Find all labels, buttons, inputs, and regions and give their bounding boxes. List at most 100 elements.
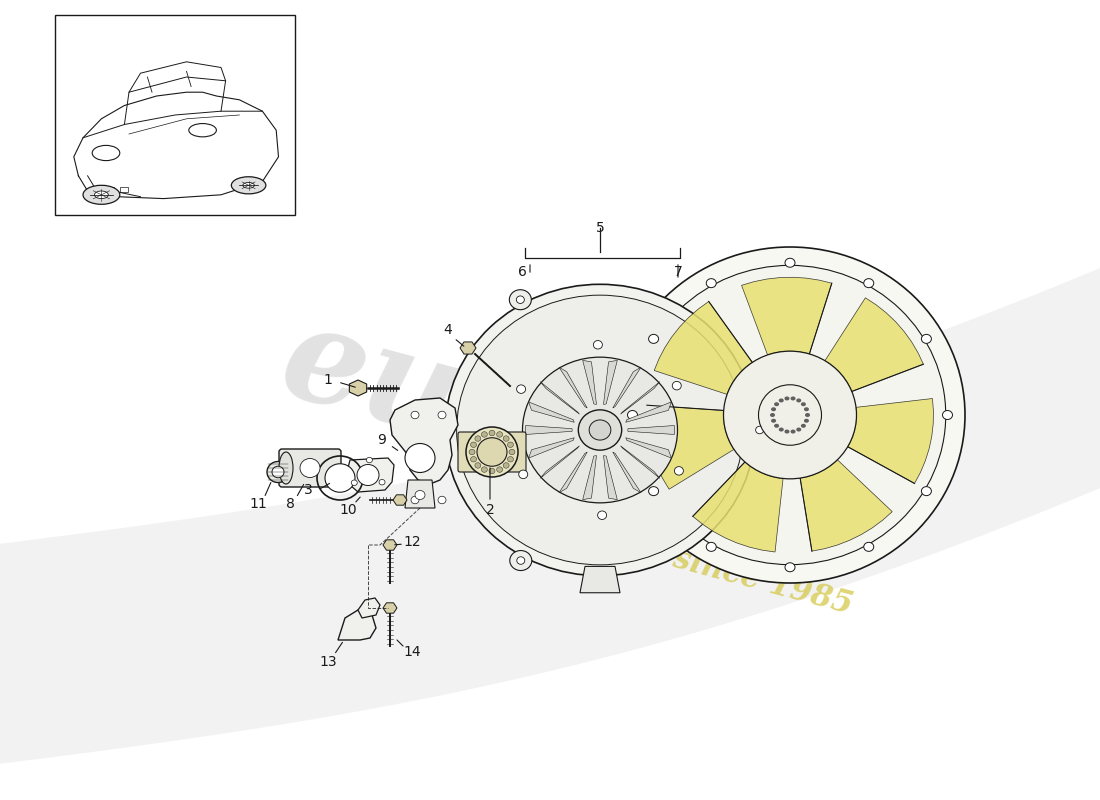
Polygon shape bbox=[583, 455, 596, 500]
Text: a passion since 1985: a passion since 1985 bbox=[505, 499, 856, 621]
Ellipse shape bbox=[189, 123, 217, 137]
Ellipse shape bbox=[366, 458, 373, 463]
Polygon shape bbox=[346, 458, 394, 492]
Ellipse shape bbox=[864, 278, 873, 288]
Polygon shape bbox=[338, 610, 376, 640]
Ellipse shape bbox=[597, 511, 606, 519]
Ellipse shape bbox=[784, 430, 790, 434]
Ellipse shape bbox=[785, 258, 795, 267]
Ellipse shape bbox=[92, 146, 120, 161]
Bar bbox=[106, 187, 114, 192]
Ellipse shape bbox=[774, 424, 779, 428]
Ellipse shape bbox=[469, 450, 475, 454]
Ellipse shape bbox=[475, 436, 481, 442]
Polygon shape bbox=[628, 426, 674, 434]
Ellipse shape bbox=[466, 427, 518, 477]
Ellipse shape bbox=[438, 411, 446, 418]
Polygon shape bbox=[383, 540, 397, 550]
Ellipse shape bbox=[475, 462, 481, 468]
Ellipse shape bbox=[272, 466, 284, 478]
Polygon shape bbox=[540, 382, 580, 414]
Text: 2: 2 bbox=[485, 503, 494, 517]
Polygon shape bbox=[580, 566, 620, 593]
Ellipse shape bbox=[796, 427, 801, 431]
Ellipse shape bbox=[471, 442, 476, 447]
Ellipse shape bbox=[771, 407, 777, 411]
Ellipse shape bbox=[791, 397, 795, 401]
Text: 11: 11 bbox=[249, 497, 267, 511]
Ellipse shape bbox=[482, 467, 487, 472]
Polygon shape bbox=[825, 298, 923, 391]
Ellipse shape bbox=[82, 186, 120, 204]
Ellipse shape bbox=[438, 496, 446, 504]
Ellipse shape bbox=[482, 432, 487, 437]
Text: 13: 13 bbox=[319, 655, 337, 669]
Text: 3: 3 bbox=[304, 483, 312, 497]
Text: 9: 9 bbox=[377, 433, 386, 447]
Polygon shape bbox=[620, 382, 660, 414]
Ellipse shape bbox=[796, 398, 801, 402]
Polygon shape bbox=[741, 278, 832, 355]
Ellipse shape bbox=[649, 334, 659, 343]
Ellipse shape bbox=[771, 418, 777, 422]
Polygon shape bbox=[613, 452, 641, 493]
Ellipse shape bbox=[627, 410, 638, 419]
Ellipse shape bbox=[922, 486, 932, 496]
Ellipse shape bbox=[791, 430, 795, 434]
Ellipse shape bbox=[411, 496, 419, 504]
Ellipse shape bbox=[943, 410, 953, 419]
Ellipse shape bbox=[801, 424, 806, 428]
Polygon shape bbox=[613, 367, 641, 408]
Text: 8: 8 bbox=[286, 497, 295, 511]
Ellipse shape bbox=[864, 542, 873, 551]
Ellipse shape bbox=[672, 382, 681, 390]
Polygon shape bbox=[654, 302, 752, 394]
Polygon shape bbox=[405, 480, 435, 508]
Ellipse shape bbox=[922, 334, 932, 343]
Text: eurces: eurces bbox=[267, 294, 772, 546]
Text: 6: 6 bbox=[518, 265, 527, 279]
Ellipse shape bbox=[517, 557, 525, 564]
Polygon shape bbox=[604, 455, 617, 500]
Ellipse shape bbox=[649, 486, 659, 496]
Polygon shape bbox=[559, 367, 587, 408]
Ellipse shape bbox=[509, 550, 531, 570]
Ellipse shape bbox=[615, 247, 965, 583]
Ellipse shape bbox=[507, 442, 514, 447]
Polygon shape bbox=[529, 402, 574, 422]
Ellipse shape bbox=[379, 479, 385, 485]
Ellipse shape bbox=[779, 427, 783, 431]
Ellipse shape bbox=[749, 420, 771, 440]
Polygon shape bbox=[390, 398, 458, 484]
Polygon shape bbox=[540, 446, 580, 478]
Ellipse shape bbox=[231, 177, 266, 194]
Ellipse shape bbox=[770, 413, 776, 417]
Ellipse shape bbox=[706, 278, 716, 288]
Bar bbox=[55, 15, 295, 215]
Ellipse shape bbox=[497, 432, 503, 437]
Text: 7: 7 bbox=[673, 265, 682, 279]
Ellipse shape bbox=[358, 465, 379, 486]
FancyBboxPatch shape bbox=[279, 449, 341, 487]
Ellipse shape bbox=[785, 562, 795, 572]
Ellipse shape bbox=[490, 468, 495, 474]
Polygon shape bbox=[604, 360, 617, 405]
Text: 4: 4 bbox=[443, 323, 452, 337]
Ellipse shape bbox=[411, 411, 419, 418]
Ellipse shape bbox=[759, 385, 822, 446]
Ellipse shape bbox=[497, 467, 503, 472]
Ellipse shape bbox=[95, 191, 108, 198]
Ellipse shape bbox=[674, 466, 683, 475]
Ellipse shape bbox=[509, 450, 515, 454]
Polygon shape bbox=[693, 462, 783, 552]
Polygon shape bbox=[800, 460, 892, 551]
Ellipse shape bbox=[804, 418, 808, 422]
Ellipse shape bbox=[446, 284, 755, 576]
Polygon shape bbox=[647, 405, 734, 490]
Polygon shape bbox=[848, 398, 934, 483]
Ellipse shape bbox=[456, 295, 744, 565]
Text: 1: 1 bbox=[323, 373, 332, 387]
Ellipse shape bbox=[593, 341, 603, 349]
Ellipse shape bbox=[805, 413, 810, 417]
Ellipse shape bbox=[784, 397, 790, 401]
